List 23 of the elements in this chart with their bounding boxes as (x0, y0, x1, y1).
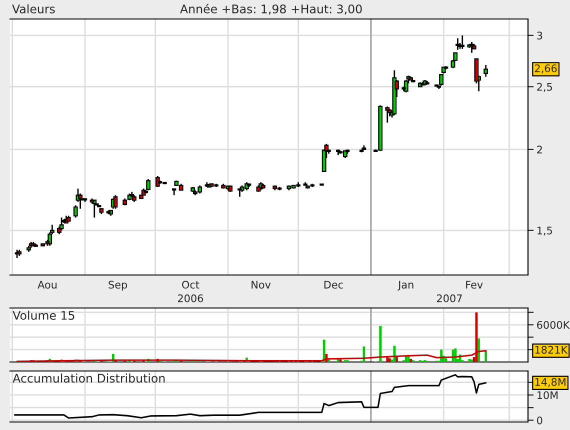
y-tick-label: 0 (537, 416, 542, 424)
x-tick-label: Oct (182, 280, 200, 289)
text: 2007 (436, 294, 462, 302)
text: 1821K (535, 346, 568, 354)
y-tick-label: 6000K (537, 320, 570, 329)
x-tick-label: Sep (108, 280, 128, 291)
chart-title: Volume 15 (12, 310, 74, 320)
y-tick-label: 2 (537, 146, 542, 154)
chart-title: Valeurs (12, 4, 55, 14)
x-tick-label: Nov (252, 280, 271, 289)
text: 2,66 (534, 64, 557, 74)
x-tick-label: Dec (324, 280, 343, 289)
y-tick-label: 2,5 (537, 82, 552, 92)
x-tick-label: Jan (398, 280, 414, 291)
chart-subtitle: Année +Bas: 1,98 +Haut: 3,00 (180, 4, 362, 15)
text: 2006 (178, 294, 204, 302)
text: 14,8M (535, 378, 566, 387)
x-tick-label: Fev (466, 280, 483, 289)
chart-title: Accumulation Distribution (12, 374, 165, 383)
y-tick-label: 3 (537, 32, 542, 40)
y-tick-label: 10M (537, 391, 558, 400)
y-tick-label: 1,5 (537, 226, 552, 236)
x-tick-label: Aou (38, 280, 57, 289)
